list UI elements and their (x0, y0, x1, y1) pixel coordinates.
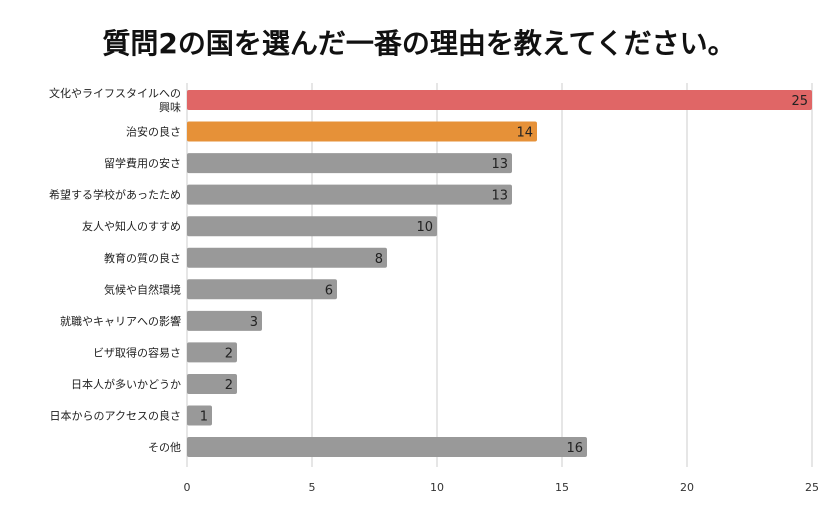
bar (187, 310, 262, 331)
chart-title: 質問2の国を選んだ一番の理由を教えてください。 (102, 27, 736, 60)
category-labels: 文化やライフスタイルへの興味治安の良さ留学費用の安さ希望する学校があったため友人… (49, 86, 181, 454)
bar (187, 405, 212, 426)
bar-value-label: 16 (566, 441, 583, 456)
bar-value-label: 3 (250, 315, 258, 330)
category-label: 文化やライフスタイルへの興味 (49, 86, 181, 114)
bar-value-label: 1 (200, 410, 208, 425)
bar-value-label: 8 (375, 252, 383, 267)
category-label: 日本からのアクセスの良さ (50, 409, 181, 423)
bar (187, 121, 537, 142)
bar-value-label: 10 (416, 220, 433, 235)
x-tick-label: 0 (184, 481, 191, 494)
x-tick-label: 25 (805, 481, 819, 494)
x-axis-ticks: 0 5 10 15 20 25 (184, 481, 820, 494)
category-label: 留学費用の安さ (104, 156, 181, 170)
category-label: 就職やキャリアへの影響 (60, 314, 181, 328)
bar (187, 216, 437, 237)
x-tick-label: 5 (309, 481, 316, 494)
category-label: 日本人が多いかどうか (71, 377, 181, 391)
bar-value-label: 2 (225, 378, 233, 393)
bar (187, 373, 237, 394)
x-tick-label: 15 (555, 481, 569, 494)
bar (187, 342, 237, 363)
bar-value-label: 14 (516, 126, 533, 141)
bar (187, 437, 587, 458)
x-tick-label: 20 (680, 481, 694, 494)
gridlines (186, 83, 813, 467)
category-label: 友人や知人のすすめ (82, 219, 181, 233)
category-label: 気候や自然環境 (104, 282, 181, 296)
category-label: 教育の質の良さ (104, 251, 181, 265)
bar-value-label: 13 (491, 189, 508, 204)
x-tick-label: 10 (430, 481, 444, 494)
category-label: 治安の良さ (126, 125, 181, 139)
bar-value-label: 2 (225, 346, 233, 361)
bars: 25 14 13 13 10 8 6 3 2 2 1 16 (187, 90, 812, 458)
category-label: その他 (148, 441, 181, 454)
bar-value-label: 25 (791, 94, 808, 109)
category-label: 希望する学校があったため (49, 188, 181, 202)
bar-value-label: 13 (491, 157, 508, 172)
bar (187, 279, 337, 300)
bar (187, 90, 812, 110)
bar (187, 247, 387, 268)
category-label: ビザ取得の容易さ (93, 345, 181, 359)
bar-value-label: 6 (325, 283, 333, 298)
bar (187, 184, 512, 205)
bar (187, 153, 512, 174)
